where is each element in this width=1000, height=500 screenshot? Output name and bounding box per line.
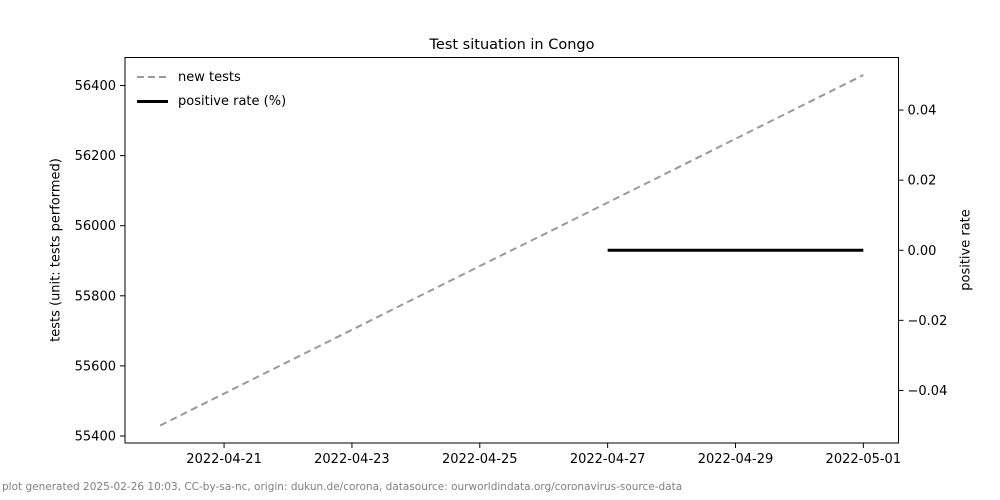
x-tick-label: 2022-04-27 xyxy=(570,452,646,467)
y-right-tick-label: −0.02 xyxy=(908,314,948,329)
x-tick-label: 2022-05-01 xyxy=(826,452,902,467)
y-left-tick-label: 55400 xyxy=(75,429,116,444)
legend-label-new-tests: new tests xyxy=(178,69,241,85)
y-axis-label-right: positive rate xyxy=(958,209,974,291)
y-right-tick-label: 0.04 xyxy=(908,104,937,119)
legend-item-positive-rate: positive rate (%) xyxy=(137,91,286,111)
dashed-line-swatch xyxy=(137,76,168,78)
y-left-tick-label: 55600 xyxy=(75,359,116,374)
y-right-tick-label: 0.02 xyxy=(908,174,937,189)
x-tick-label: 2022-04-29 xyxy=(698,452,774,467)
series-line-new-tests xyxy=(159,74,864,427)
y-right-tick-label: −0.04 xyxy=(908,384,948,399)
footer-note: plot generated 2025-02-26 10:03, CC-by-s… xyxy=(2,481,683,493)
legend: new tests positive rate (%) xyxy=(137,67,286,111)
legend-label-positive-rate: positive rate (%) xyxy=(178,93,287,109)
y-left-tick-label: 56000 xyxy=(75,219,116,234)
x-tick-label: 2022-04-25 xyxy=(442,452,518,467)
y-left-tick-label: 56200 xyxy=(75,149,116,164)
y-left-tick-label: 55800 xyxy=(75,289,116,304)
solid-line-swatch xyxy=(137,99,168,103)
y-right-tick-label: 0.00 xyxy=(908,244,937,259)
y-axis-label-left: tests (unit: tests performed) xyxy=(48,158,64,342)
x-tick-label: 2022-04-21 xyxy=(186,452,262,467)
x-tick-label: 2022-04-23 xyxy=(314,452,390,467)
chart-title: Test situation in Congo xyxy=(429,37,595,53)
y-left-tick-label: 56400 xyxy=(75,79,116,94)
legend-item-new-tests: new tests xyxy=(137,67,286,87)
